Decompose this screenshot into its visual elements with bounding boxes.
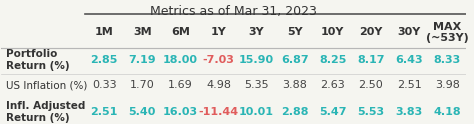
Text: 5.40: 5.40 (128, 107, 156, 117)
Text: 5.47: 5.47 (319, 107, 346, 117)
Text: 20Y: 20Y (359, 27, 383, 37)
Text: 4.98: 4.98 (206, 80, 231, 90)
Text: 15.90: 15.90 (239, 55, 274, 65)
Text: 2.50: 2.50 (359, 80, 383, 90)
Text: -7.03: -7.03 (202, 55, 235, 65)
Text: 1.69: 1.69 (168, 80, 193, 90)
Text: 3M: 3M (133, 27, 152, 37)
Text: Portfolio
Return (%): Portfolio Return (%) (6, 49, 70, 71)
Text: 3.98: 3.98 (435, 80, 460, 90)
Text: 2.85: 2.85 (91, 55, 118, 65)
Text: 16.03: 16.03 (163, 107, 198, 117)
Text: Infl. Adjusted
Return (%): Infl. Adjusted Return (%) (6, 101, 85, 123)
Text: 5.53: 5.53 (357, 107, 384, 117)
Text: 1Y: 1Y (210, 27, 227, 37)
Text: 4.18: 4.18 (433, 107, 461, 117)
Text: 1M: 1M (95, 27, 113, 37)
Text: 3Y: 3Y (249, 27, 264, 37)
Text: 0.33: 0.33 (92, 80, 117, 90)
Text: 6M: 6M (171, 27, 190, 37)
Text: Metrics as of Mar 31, 2023: Metrics as of Mar 31, 2023 (150, 5, 317, 18)
Text: 1.70: 1.70 (130, 80, 155, 90)
Text: 10Y: 10Y (321, 27, 345, 37)
Text: 6.87: 6.87 (281, 55, 309, 65)
Text: 7.19: 7.19 (128, 55, 156, 65)
Text: 5.35: 5.35 (244, 80, 269, 90)
Text: 5Y: 5Y (287, 27, 302, 37)
Text: 10.01: 10.01 (239, 107, 274, 117)
Text: 2.51: 2.51 (397, 80, 421, 90)
Text: 2.88: 2.88 (281, 107, 309, 117)
Text: 8.33: 8.33 (434, 55, 461, 65)
Text: 2.63: 2.63 (320, 80, 345, 90)
Text: 3.88: 3.88 (283, 80, 307, 90)
Text: 6.43: 6.43 (395, 55, 423, 65)
Text: 18.00: 18.00 (163, 55, 198, 65)
Text: 3.83: 3.83 (395, 107, 423, 117)
Text: -11.44: -11.44 (199, 107, 238, 117)
Text: MAX
(~53Y): MAX (~53Y) (426, 21, 469, 43)
Text: 8.25: 8.25 (319, 55, 346, 65)
Text: US Inflation (%): US Inflation (%) (6, 80, 87, 90)
Text: 30Y: 30Y (398, 27, 421, 37)
Text: 8.17: 8.17 (357, 55, 385, 65)
Text: 2.51: 2.51 (91, 107, 118, 117)
